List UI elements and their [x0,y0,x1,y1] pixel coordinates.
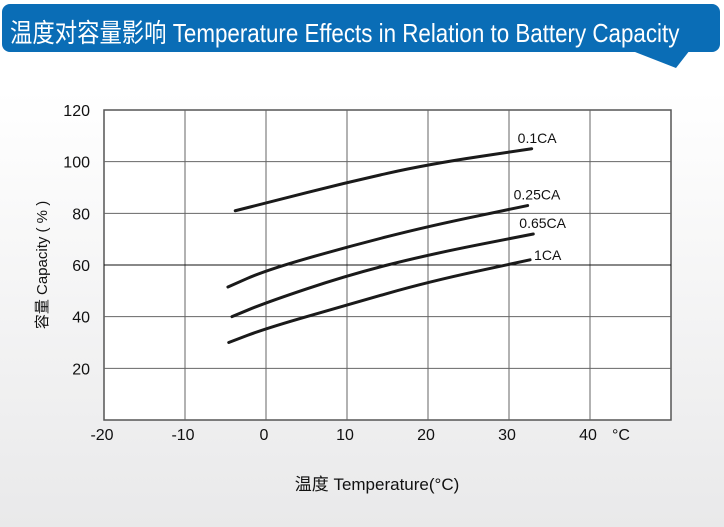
y-tick-label: 40 [72,310,90,327]
chart-title: 温度对容量影响 Temperature Effects in Relation … [10,18,680,48]
y-tick-label: 60 [72,258,90,275]
series-label: 0.1CA [518,130,558,146]
x-unit-label: °C [612,427,630,444]
y-tick-label: 120 [63,103,90,120]
x-tick-label: 30 [498,427,516,444]
y-tick-label: 100 [63,155,90,172]
x-tick-label: -20 [90,427,113,444]
y-tick-label: 20 [72,361,90,378]
series-label: 0.25CA [514,187,561,203]
series-line-0.65CA [230,232,535,319]
series-line-0.1CA [233,147,534,213]
y-axis-label: 容量 Capacity ( % ) [34,201,51,329]
title-banner: 温度对容量影响 Temperature Effects in Relation … [2,4,720,52]
y-tick-label: 80 [72,206,90,223]
series-line-0.25CA [226,204,530,289]
x-tick-label: 40 [579,427,597,444]
series-label: 1CA [534,247,562,263]
x-axis-label: 温度 Temperature(°C) [295,475,460,494]
x-tick-label: 20 [417,427,435,444]
series-label: 0.65CA [519,215,566,231]
x-tick-label: 0 [260,427,269,444]
banner-tail [630,50,690,68]
x-tick-label: 10 [336,427,354,444]
x-tick-label: -10 [171,427,194,444]
series-line-1CA [227,258,532,344]
